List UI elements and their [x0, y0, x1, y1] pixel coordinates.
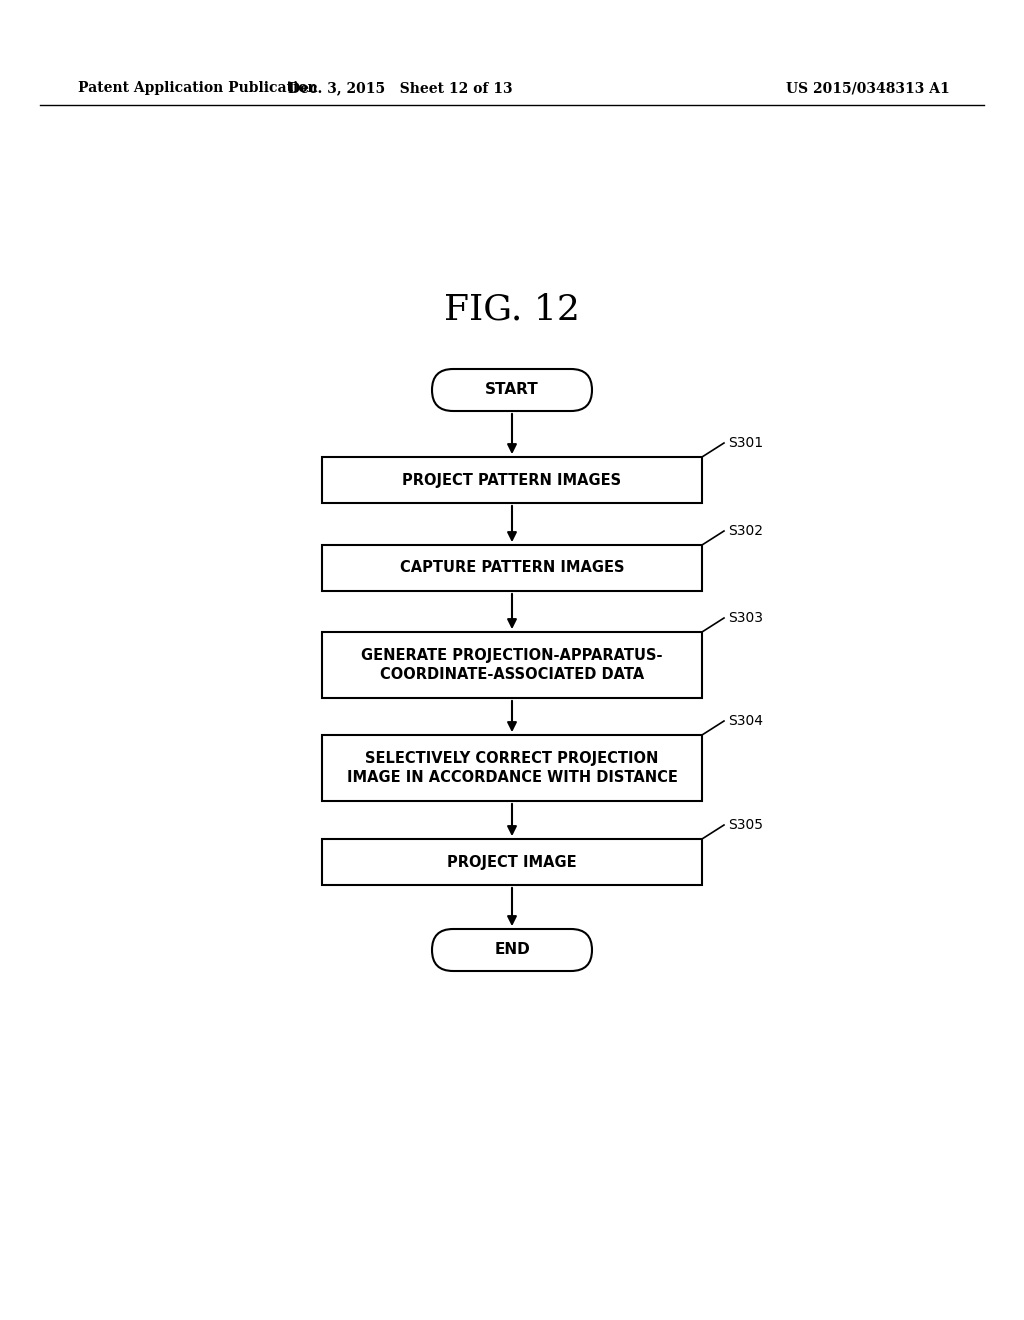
Bar: [322, 545, 702, 591]
Text: S305: S305: [728, 818, 763, 832]
Text: S304: S304: [728, 714, 763, 729]
Bar: [322, 840, 702, 884]
Text: FIG. 12: FIG. 12: [444, 293, 580, 327]
Text: CAPTURE PATTERN IMAGES: CAPTURE PATTERN IMAGES: [399, 561, 625, 576]
Text: END: END: [495, 942, 529, 957]
Text: Patent Application Publication: Patent Application Publication: [78, 81, 317, 95]
Text: S302: S302: [728, 524, 763, 539]
Text: PROJECT IMAGE: PROJECT IMAGE: [447, 854, 577, 870]
Text: PROJECT PATTERN IMAGES: PROJECT PATTERN IMAGES: [402, 473, 622, 487]
FancyBboxPatch shape: [432, 370, 592, 411]
Text: GENERATE PROJECTION-APPARATUS-
COORDINATE-ASSOCIATED DATA: GENERATE PROJECTION-APPARATUS- COORDINAT…: [361, 648, 663, 682]
Text: US 2015/0348313 A1: US 2015/0348313 A1: [786, 81, 950, 95]
Bar: [322, 457, 702, 503]
Text: S303: S303: [728, 611, 763, 624]
FancyBboxPatch shape: [432, 929, 592, 972]
Text: SELECTIVELY CORRECT PROJECTION
IMAGE IN ACCORDANCE WITH DISTANCE: SELECTIVELY CORRECT PROJECTION IMAGE IN …: [346, 751, 678, 785]
Text: S301: S301: [728, 436, 763, 450]
Bar: [322, 735, 702, 801]
Bar: [322, 632, 702, 698]
Text: Dec. 3, 2015   Sheet 12 of 13: Dec. 3, 2015 Sheet 12 of 13: [288, 81, 512, 95]
Text: START: START: [485, 383, 539, 397]
